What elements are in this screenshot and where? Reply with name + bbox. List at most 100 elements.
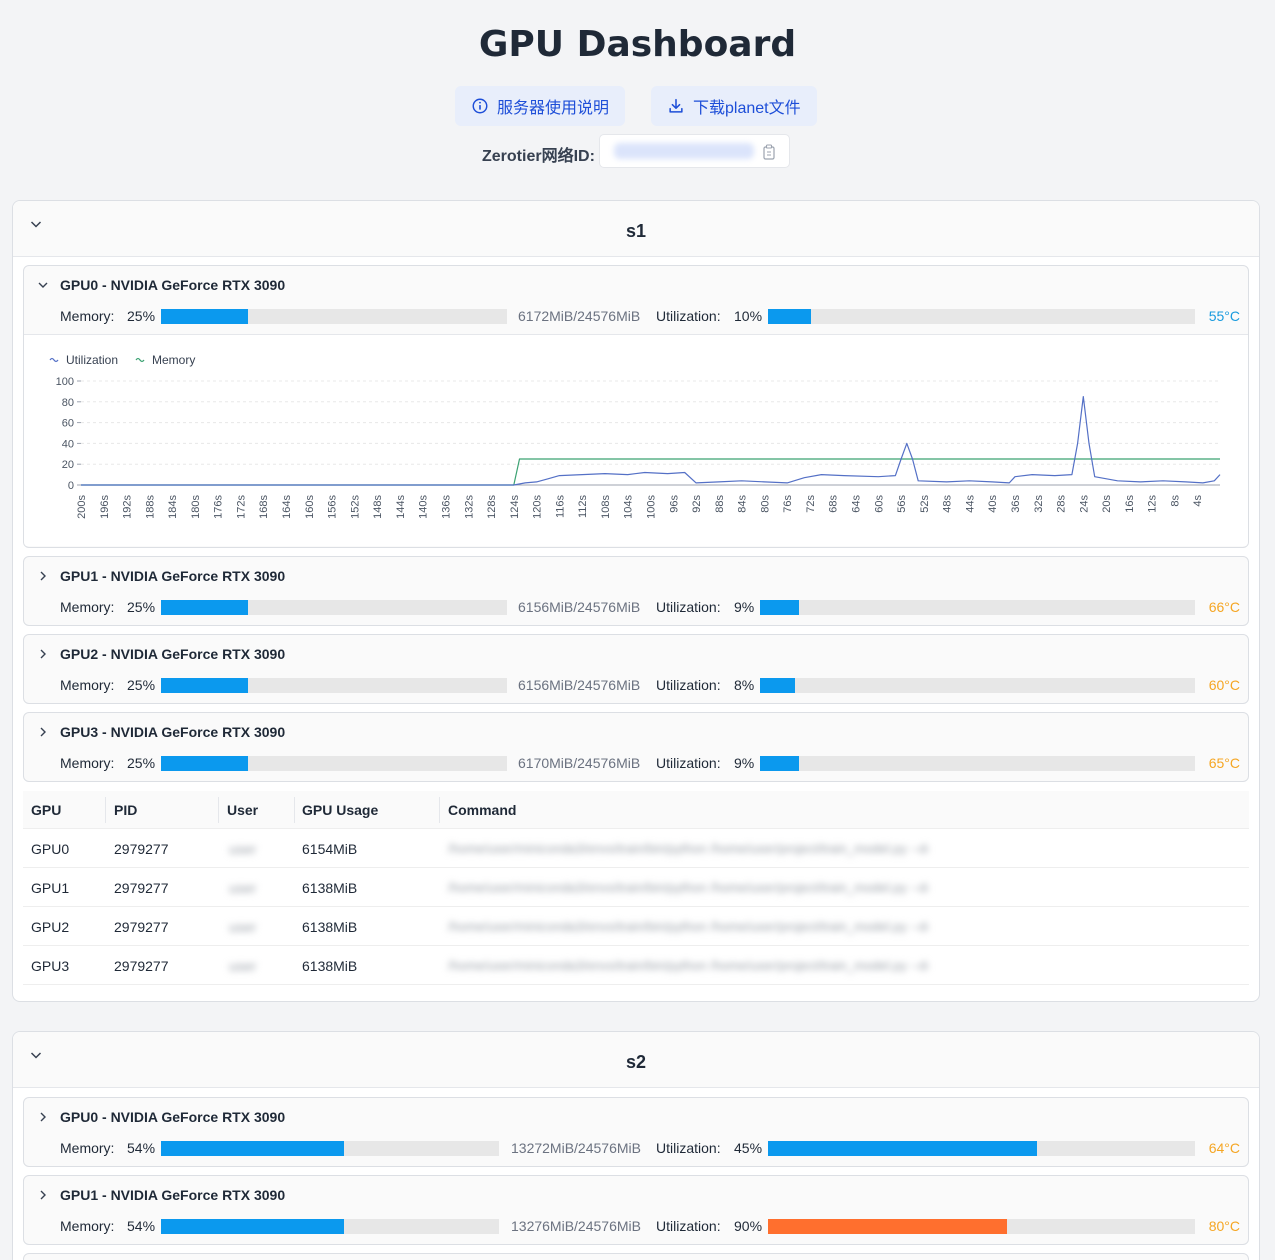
download-planet-button[interactable]: 下载planet文件 [651, 86, 817, 126]
x-tick-label: 116s [554, 495, 566, 519]
x-tick-label: 52s [919, 495, 931, 513]
memory-bar-fill [161, 1141, 344, 1156]
memory-usage-text: 6156MiB/24576MiB [518, 599, 641, 615]
cell-command: /home/user/miniconda3/envs/train/bin/pyt… [448, 958, 928, 973]
utilization-percent: 9% [734, 599, 755, 615]
gpu-history-chart: Utilization Memory 100 80 60 40 20 0 200s 196s 192… [24, 334, 1248, 546]
server-header-s1[interactable]: s1 [13, 201, 1259, 257]
y-tick-label: 20 [62, 459, 74, 471]
x-tick-label: 40s [987, 495, 999, 513]
utilization-bar-fill [760, 600, 800, 615]
column-header-gpu[interactable]: GPU [31, 802, 62, 818]
cell-command: /home/user/miniconda3/envs/train/bin/pyt… [448, 919, 928, 934]
y-tick-label: 60 [62, 418, 74, 430]
column-header-user[interactable]: User [227, 802, 259, 818]
x-tick-label: 8s [1169, 495, 1181, 507]
gpu-title[interactable]: GPU1 - NVIDIA GeForce RTX 3090 [60, 568, 286, 584]
series-line-memory [81, 458, 1220, 486]
x-tick-label: 176s [213, 495, 225, 519]
legend-swatch [135, 357, 145, 363]
table-row: GPU2 2979277 user 6138MiB /home/user/min… [23, 907, 1249, 946]
x-tick-label: 100s [646, 495, 658, 519]
y-tick-label: 80 [62, 397, 74, 409]
gpu-title[interactable]: GPU1 - NVIDIA GeForce RTX 3090 [60, 1187, 286, 1203]
y-tick-label: 0 [68, 480, 74, 492]
server-header-s2[interactable]: s2 [13, 1032, 1259, 1088]
memory-label: Memory: [60, 755, 115, 771]
gpu-stats: Memory: 54% 13276MiB/24576MiB Utilizatio… [60, 1218, 1240, 1234]
gpu-title[interactable]: GPU0 - NVIDIA GeForce RTX 3090 [60, 1109, 286, 1125]
x-tick-label: 148s [372, 495, 384, 519]
chevron-right-icon[interactable] [37, 648, 49, 660]
column-header-gpu-usage[interactable]: GPU Usage [302, 802, 379, 818]
x-tick-label: 168s [258, 495, 270, 519]
column-divider [439, 797, 440, 823]
temperature: 55°C [1208, 308, 1240, 324]
page-title: GPU Dashboard [478, 24, 797, 65]
legend-label: Memory [152, 353, 195, 367]
x-tick-label: 108s [600, 495, 612, 519]
cell-pid: 2979277 [114, 880, 169, 896]
utilization-bar [760, 678, 1195, 693]
x-tick-label: 68s [828, 495, 840, 513]
cell-pid: 2979277 [114, 841, 169, 857]
cell-gpu-usage: 6138MiB [302, 919, 358, 935]
temperature: 60°C [1208, 677, 1240, 693]
memory-percent: 25% [127, 755, 156, 771]
gpu-title[interactable]: GPU0 - NVIDIA GeForce RTX 3090 [60, 277, 286, 293]
gpu-title[interactable]: GPU3 - NVIDIA GeForce RTX 3090 [60, 724, 286, 740]
utilization-bar [768, 1141, 1195, 1156]
utilization-label: Utilization: [656, 308, 721, 324]
x-tick-label: 112s [577, 495, 589, 519]
gpu-stats: Memory: 25% 6156MiB/24576MiB Utilization… [60, 677, 1240, 693]
memory-bar [161, 600, 507, 615]
legend-swatch [49, 357, 59, 363]
info-icon [472, 98, 488, 114]
gpu-card-s2-gpu2 [23, 1253, 1249, 1260]
chevron-right-icon[interactable] [37, 726, 49, 738]
chevron-down-icon[interactable] [29, 1048, 43, 1062]
memory-percent: 54% [127, 1218, 156, 1234]
chevron-down-icon[interactable] [37, 279, 49, 291]
gpu-card-s1-gpu1: GPU1 - NVIDIA GeForce RTX 3090 Memory: 2… [23, 556, 1249, 626]
memory-bar-fill [161, 678, 248, 693]
instructions-button[interactable]: 服务器使用说明 [455, 86, 626, 126]
x-tick-label: 140s [418, 495, 430, 519]
utilization-label: Utilization: [656, 1218, 721, 1234]
zerotier-id-field[interactable]: 1d3fa6c5b8e92f04 [599, 134, 790, 168]
cell-user: user [229, 880, 257, 896]
table-row: GPU1 2979277 user 6138MiB /home/user/min… [23, 868, 1249, 907]
gpu-stats: Memory: 25% 6172MiB/24576MiB Utilization… [60, 308, 1240, 324]
cell-gpu: GPU2 [31, 919, 70, 935]
chevron-right-icon[interactable] [37, 570, 49, 582]
x-tick-label: 4s [1192, 495, 1204, 507]
y-tick-label: 100 [56, 376, 74, 388]
column-header-command[interactable]: Command [448, 802, 517, 818]
x-tick-label: 172s [235, 495, 247, 519]
temperature: 65°C [1208, 755, 1240, 771]
utilization-percent: 9% [734, 755, 755, 771]
utilization-bar-fill [760, 678, 795, 693]
x-tick-label: 184s [167, 495, 179, 519]
memory-label: Memory: [60, 599, 115, 615]
cell-user: user [229, 919, 257, 935]
chevron-right-icon[interactable] [37, 1111, 49, 1123]
utilization-percent: 90% [734, 1218, 763, 1234]
cell-pid: 2979277 [114, 958, 169, 974]
x-tick-label: 144s [395, 495, 407, 519]
utilization-bar [768, 309, 1195, 324]
chevron-right-icon[interactable] [37, 1189, 49, 1201]
utilization-label: Utilization: [656, 599, 721, 615]
gpu-stats: Memory: 25% 6156MiB/24576MiB Utilization… [60, 599, 1240, 615]
x-tick-label: 76s [782, 495, 794, 513]
gpu-title[interactable]: GPU2 - NVIDIA GeForce RTX 3090 [60, 646, 286, 662]
utilization-label: Utilization: [656, 755, 721, 771]
zerotier-label: Zerotier网络ID: [482, 148, 595, 165]
x-tick-label: 36s [1010, 495, 1022, 513]
copy-icon[interactable] [762, 144, 776, 160]
chevron-down-icon[interactable] [29, 217, 43, 231]
x-tick-label: 64s [851, 495, 863, 513]
server-card-s1: s1 GPU0 - NVIDIA GeForce RTX 3090 Memory… [12, 200, 1260, 1002]
column-header-pid[interactable]: PID [114, 802, 138, 818]
